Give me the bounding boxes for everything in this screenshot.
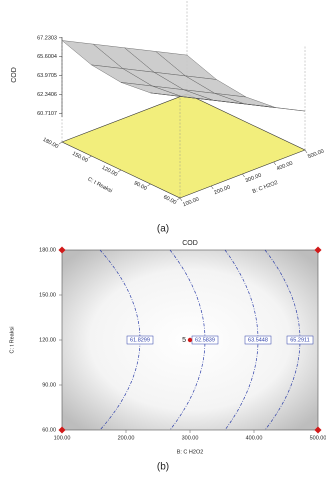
design-point <box>314 426 322 434</box>
x-tick-label: 300.00 <box>182 435 199 441</box>
x-tick-label: 400.00 <box>246 435 263 441</box>
x-tick-label: 400.00 <box>276 161 294 173</box>
y-tick-label: 60.00 <box>162 194 177 206</box>
y-tick-label: 60.00 <box>42 427 56 433</box>
contour-line <box>264 249 301 431</box>
caption: (b) <box>157 462 169 473</box>
y-tick-label: 90.00 <box>133 180 148 192</box>
contour-label-box <box>126 335 154 345</box>
caption: (a) <box>157 224 169 235</box>
x-tick-label: 200.00 <box>118 435 135 441</box>
x-tick-label: 100.00 <box>182 197 200 209</box>
x-tick <box>304 149 308 154</box>
surface-patch <box>150 92 212 101</box>
design-point <box>58 246 66 254</box>
contour-label: 65.2911 <box>290 337 309 343</box>
y-tick <box>58 141 63 145</box>
contour-label: 62.5839 <box>195 337 215 343</box>
x-tick-label: 200.00 <box>213 185 231 197</box>
x-tick <box>273 161 276 166</box>
z-tick-label: 63.9705 <box>37 73 57 79</box>
y-tick-label: 180.00 <box>39 247 56 253</box>
contour-label: 63.5448 <box>248 337 268 343</box>
center-point-label: 5 <box>182 337 186 344</box>
x-tick-label: 500.00 <box>307 149 325 161</box>
y-tick-label: 180.00 <box>42 137 60 150</box>
x-tick <box>179 197 183 202</box>
contour-label-box <box>244 335 272 345</box>
z-tick-label: 62.3406 <box>37 92 57 98</box>
y-tick-label: 150.00 <box>39 292 56 298</box>
x-axis-label: B: C H2O2 <box>252 180 279 195</box>
y-tick-label: 120.00 <box>39 337 56 343</box>
x-tick <box>242 173 245 178</box>
contour-line <box>169 249 206 431</box>
x-tick-label: 300.00 <box>245 173 263 185</box>
y-tick <box>88 155 92 159</box>
contour-label-box <box>286 335 314 345</box>
y-tick-label: 90.00 <box>42 382 56 388</box>
y-axis-label: C: t Reaksi <box>87 176 114 194</box>
x-axis-label: B: C H2O2 <box>177 449 204 455</box>
contour-label: 61.8299 <box>130 337 150 343</box>
x-tick <box>211 185 214 190</box>
x-tick-label: 500.00 <box>310 435 326 441</box>
y-tick <box>117 169 122 173</box>
z-tick-label: 65.6004 <box>37 54 57 60</box>
design-point <box>58 426 66 434</box>
x-tick-label: 100.00 <box>54 435 71 441</box>
z-tick-label: 67.2303 <box>37 35 57 41</box>
y-tick <box>176 197 181 201</box>
y-tick <box>147 183 151 187</box>
design-point <box>314 246 322 254</box>
chart-title: COD <box>182 240 198 247</box>
center-point <box>187 337 193 343</box>
y-axis-label: C: t Reaksi <box>9 327 15 354</box>
z-axis-label: COD <box>11 67 18 83</box>
z-tick-label: 60.7107 <box>37 111 57 117</box>
contour-line <box>99 249 141 431</box>
